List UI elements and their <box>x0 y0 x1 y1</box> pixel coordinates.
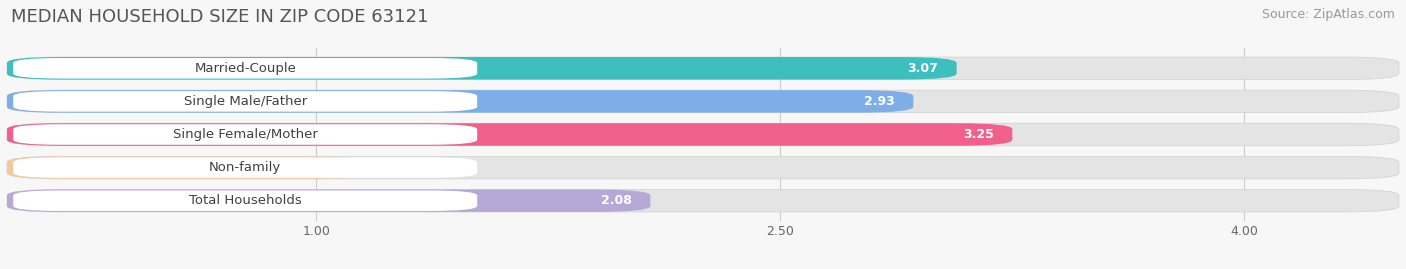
FancyBboxPatch shape <box>7 189 1399 212</box>
FancyBboxPatch shape <box>7 57 1399 80</box>
Text: Married-Couple: Married-Couple <box>194 62 297 75</box>
FancyBboxPatch shape <box>13 190 477 211</box>
Text: 3.25: 3.25 <box>963 128 994 141</box>
Text: Single Male/Father: Single Male/Father <box>184 95 307 108</box>
FancyBboxPatch shape <box>7 156 366 179</box>
Text: Source: ZipAtlas.com: Source: ZipAtlas.com <box>1261 8 1395 21</box>
FancyBboxPatch shape <box>7 90 1399 113</box>
Text: MEDIAN HOUSEHOLD SIZE IN ZIP CODE 63121: MEDIAN HOUSEHOLD SIZE IN ZIP CODE 63121 <box>11 8 429 26</box>
Text: 2.08: 2.08 <box>600 194 631 207</box>
FancyBboxPatch shape <box>13 157 477 178</box>
FancyBboxPatch shape <box>13 58 477 79</box>
FancyBboxPatch shape <box>7 123 1399 146</box>
Text: Non-family: Non-family <box>209 161 281 174</box>
Text: Total Households: Total Households <box>188 194 301 207</box>
Text: 1.16: 1.16 <box>316 161 347 174</box>
FancyBboxPatch shape <box>7 90 914 113</box>
Text: 3.07: 3.07 <box>907 62 938 75</box>
Text: 2.93: 2.93 <box>865 95 894 108</box>
Text: Single Female/Mother: Single Female/Mother <box>173 128 318 141</box>
FancyBboxPatch shape <box>7 57 956 80</box>
FancyBboxPatch shape <box>7 123 1012 146</box>
FancyBboxPatch shape <box>13 124 477 145</box>
FancyBboxPatch shape <box>13 91 477 112</box>
FancyBboxPatch shape <box>7 189 651 212</box>
FancyBboxPatch shape <box>7 156 1399 179</box>
